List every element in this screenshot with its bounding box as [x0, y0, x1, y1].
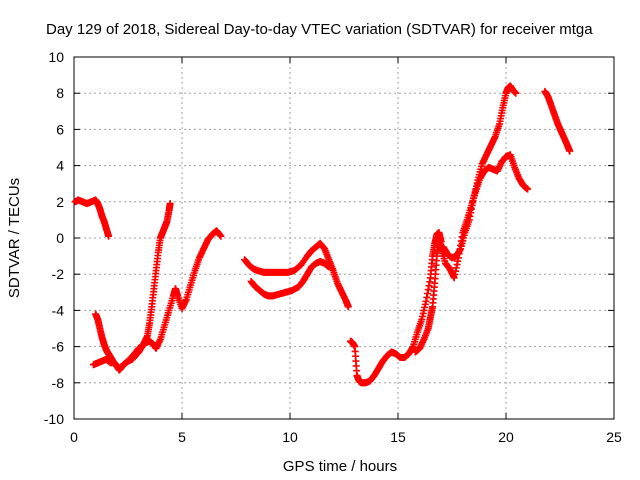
series-seg-d	[241, 239, 352, 311]
x-tick-label: 10	[282, 429, 298, 445]
y-tick-label: -10	[44, 411, 64, 427]
y-tick-label: 10	[48, 49, 64, 65]
series-seg-c	[92, 227, 225, 372]
x-tick-label: 20	[498, 429, 514, 445]
y-tick-label: -6	[52, 339, 65, 355]
series-seg-h	[439, 82, 520, 262]
chart-title: Day 129 of 2018, Sidereal Day-to-day VTE…	[46, 21, 593, 38]
y-tick-label: 6	[56, 121, 64, 137]
y-tick-label: -4	[52, 302, 65, 318]
series-seg-a	[71, 196, 113, 240]
y-tick-label: 0	[56, 230, 64, 246]
y-tick-label: -2	[52, 266, 65, 282]
series-seg-e	[247, 258, 333, 300]
data-point	[524, 185, 532, 193]
grid	[74, 57, 614, 419]
x-tick-label: 25	[606, 429, 622, 445]
x-tick-label: 5	[178, 429, 186, 445]
y-tick-label: 8	[56, 85, 64, 101]
data-point	[166, 200, 174, 208]
data-point	[344, 303, 352, 311]
data-point	[217, 232, 225, 240]
axis-ticks: 0 5 10 15 20 25 -10 -8 -6 -4 -2 0 2 4 6 8 10	[44, 49, 622, 445]
series-seg-f	[346, 229, 445, 387]
x-tick-label: 15	[390, 429, 406, 445]
x-tick-label: 0	[70, 429, 78, 445]
y-axis-label: SDTVAR / TECUs	[6, 178, 23, 298]
data-point	[105, 232, 113, 240]
y-tick-label: -8	[52, 375, 65, 391]
x-axis-label: GPS time / hours	[283, 458, 397, 475]
y-tick-label: 4	[56, 158, 64, 174]
data-point	[325, 263, 333, 271]
data-point	[566, 147, 574, 155]
data-point	[512, 89, 520, 97]
data-points	[71, 82, 574, 387]
y-tick-label: 2	[56, 194, 64, 210]
series-seg-i	[541, 87, 574, 155]
